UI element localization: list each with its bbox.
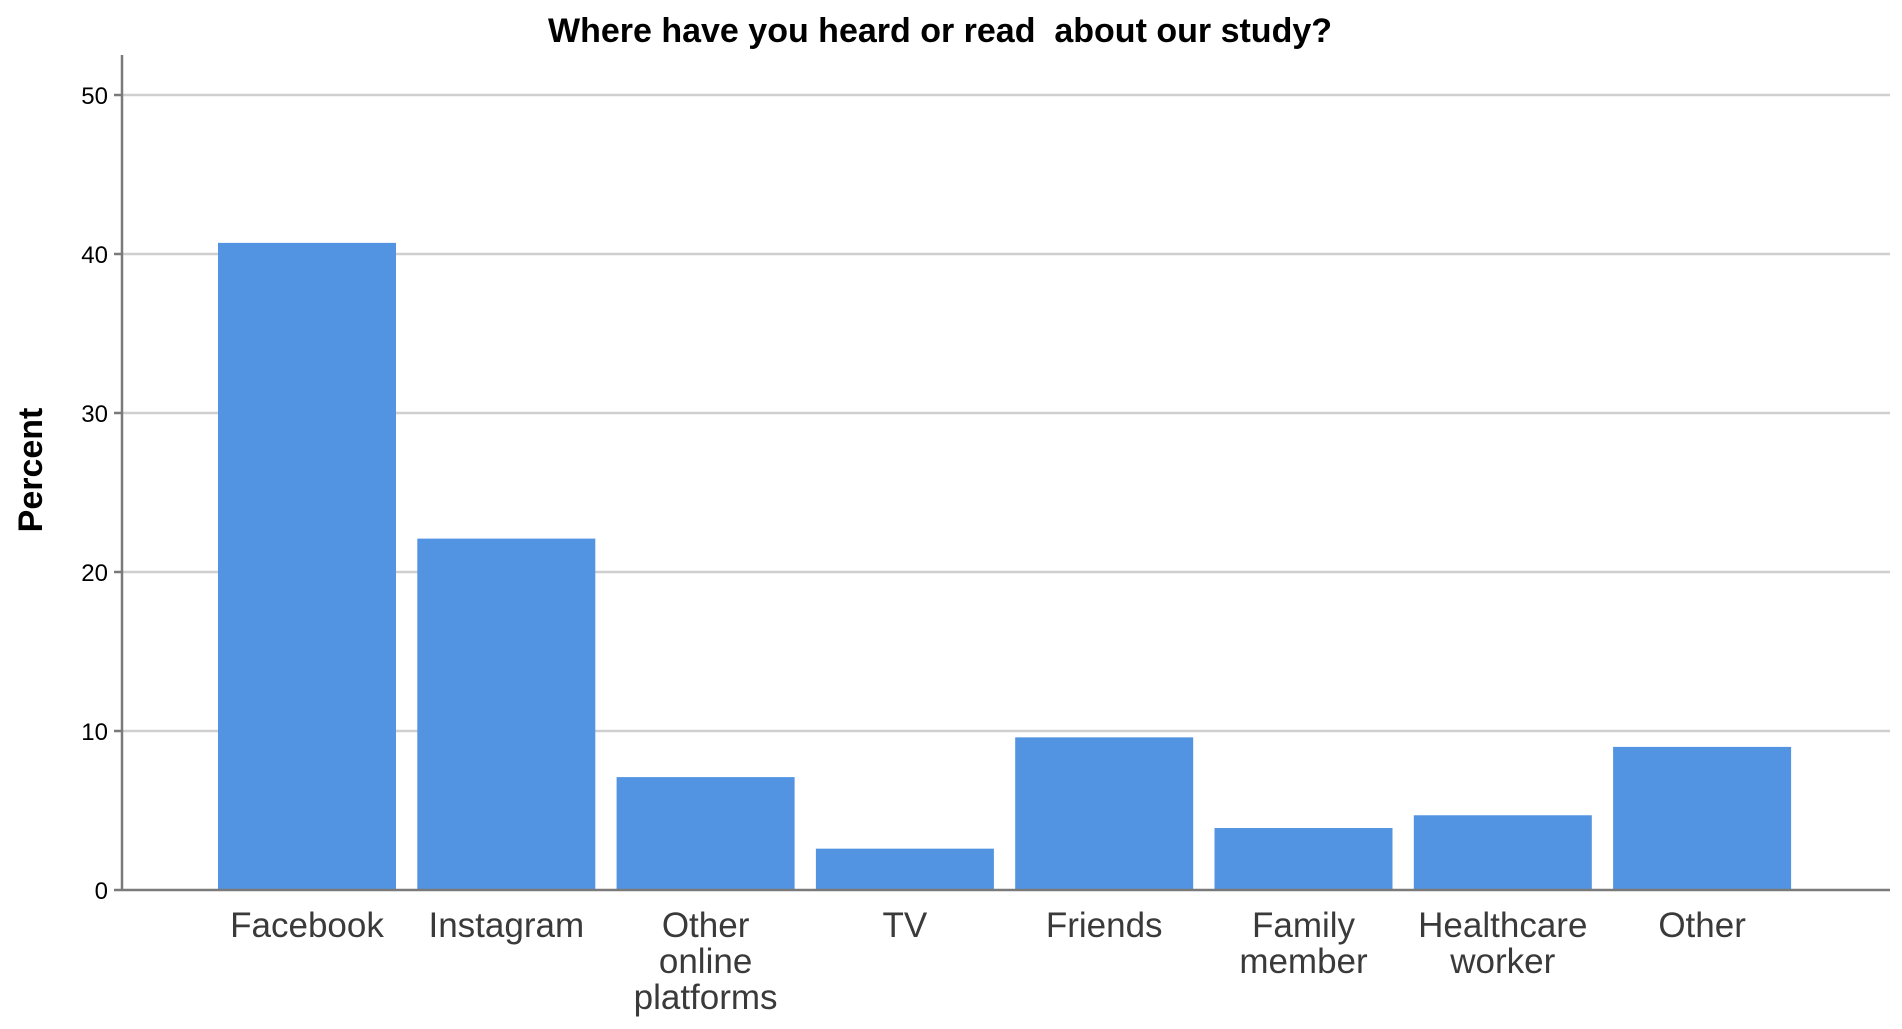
x-tick-label: Other (1658, 906, 1746, 945)
axes (114, 55, 1890, 892)
bar (815, 848, 994, 890)
y-tick-label: 30 (81, 401, 108, 428)
y-tick-label: 50 (81, 83, 108, 110)
x-tick-label: Facebook (230, 906, 384, 945)
x-tick-label: Other online platforms (634, 906, 778, 1017)
bar (1613, 746, 1792, 890)
y-tick-labels: 0 10 20 30 40 50 (81, 83, 108, 905)
y-tick-label: 40 (81, 242, 108, 269)
x-tick-label: Instagram (428, 906, 584, 945)
bar (1214, 827, 1393, 890)
x-tick-label: Friends (1046, 906, 1163, 945)
y-axis-label: Percent (12, 408, 50, 533)
bar (1413, 815, 1592, 890)
bar (1015, 737, 1194, 890)
bars (218, 242, 1792, 890)
x-tick-label: Family member (1239, 906, 1368, 981)
gridlines (122, 93, 1890, 733)
chart-title: Where have you heard or read about our s… (548, 12, 1332, 50)
y-tick-label: 10 (81, 719, 108, 746)
x-tick-label: TV (883, 906, 928, 945)
bar (616, 777, 795, 890)
y-tick-label: 20 (81, 560, 108, 587)
x-tick-label: Healthcare worker (1418, 906, 1587, 981)
x-tick-labels: Facebook Instagram Other online platforms TV F… (230, 906, 1746, 1017)
y-tick-label: 0 (95, 878, 108, 905)
bar (417, 538, 596, 890)
bar (218, 242, 396, 890)
